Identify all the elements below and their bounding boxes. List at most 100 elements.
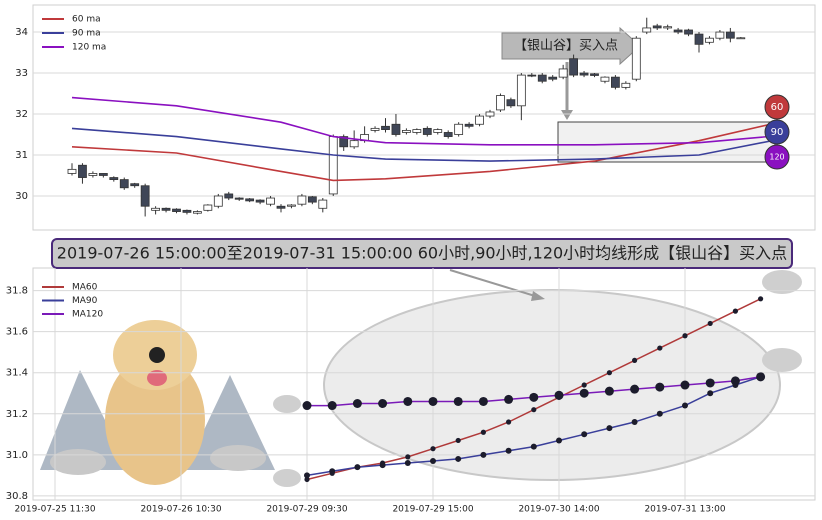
candle-body (130, 183, 140, 187)
ingot (273, 395, 301, 413)
candle-body (151, 207, 161, 211)
series-point (732, 308, 739, 314)
series-point (655, 382, 665, 392)
series-point (682, 333, 688, 339)
series-point (354, 464, 361, 471)
candle-body (736, 37, 746, 40)
series-point (478, 396, 488, 406)
candle-body (182, 209, 192, 213)
badge (764, 144, 790, 170)
series-point (680, 380, 690, 390)
candle-body (234, 197, 244, 200)
candle-body (213, 195, 223, 207)
y-tick-label: 31.4 (6, 368, 28, 379)
candle-body (422, 127, 432, 135)
series-point (404, 460, 411, 467)
x-tick-label: 2019-07-31 13:00 (644, 505, 725, 515)
series-point (630, 384, 640, 394)
series-point (730, 376, 740, 386)
series-point (378, 399, 388, 409)
candle-body (276, 205, 286, 209)
candle-body (663, 26, 673, 29)
series-point (455, 455, 462, 462)
badge (764, 119, 790, 145)
legend-label: 90 ma (72, 29, 101, 39)
candle-body (307, 196, 317, 203)
series-point (606, 425, 613, 432)
series-point (430, 446, 436, 452)
y-tick-label: 30 (15, 191, 28, 202)
series-point (379, 462, 386, 469)
series-point (756, 372, 766, 382)
series-point (504, 394, 514, 404)
ingot (762, 348, 802, 372)
x-tick-label: 2019-07-30 14:00 (518, 505, 599, 515)
series-point (531, 407, 537, 413)
legend-label: MA60 (72, 283, 98, 293)
candle-body (245, 198, 255, 202)
series-point (428, 396, 438, 406)
candle-body (287, 204, 296, 207)
series-point (707, 390, 714, 397)
candle-body (391, 123, 401, 135)
x-tick-label: 2019-07-25 11:30 (14, 505, 95, 515)
candle-body (161, 207, 171, 211)
candle-body (203, 204, 213, 211)
candle-body (516, 74, 526, 107)
banner-arrow (449, 269, 536, 297)
candle-body (433, 129, 443, 133)
candle-body (684, 29, 693, 35)
ingot (50, 449, 106, 475)
candle-body (579, 72, 589, 76)
ingot (210, 445, 266, 471)
series-point (329, 468, 336, 475)
series-point (604, 386, 614, 396)
candle-body (98, 173, 108, 176)
candle-body (631, 37, 641, 80)
candle-body (318, 199, 328, 209)
series-point (631, 418, 638, 425)
series-point (530, 443, 537, 450)
series-point (581, 382, 587, 388)
candle-body (548, 76, 558, 80)
series-point (656, 410, 663, 417)
candle-body (67, 168, 77, 174)
badge-label: 120 (769, 153, 784, 162)
series-point (327, 401, 337, 411)
candle-body (673, 29, 683, 33)
candle-body (600, 76, 610, 82)
dog-body (105, 355, 205, 485)
y-tick-label: 34 (15, 27, 28, 38)
candle-body (192, 211, 202, 214)
ma-line (71, 127, 783, 162)
legend-label: 120 ma (72, 43, 106, 53)
series-point (529, 392, 539, 402)
arrow-head (561, 110, 573, 120)
series-point (405, 454, 411, 460)
ingot (273, 469, 301, 487)
badge-label: 60 (771, 102, 784, 113)
badge (764, 94, 790, 120)
series-point (505, 447, 512, 454)
candle-body (485, 111, 495, 117)
candle-body (642, 27, 652, 33)
candle-body (611, 76, 620, 88)
series-point (403, 396, 413, 406)
mountain (185, 375, 275, 470)
candle-body (370, 127, 380, 131)
y-tick-label: 31.8 (6, 286, 28, 297)
candle-body (88, 173, 98, 176)
candle-body (381, 125, 390, 130)
series-point (453, 396, 463, 406)
y-tick-label: 31.6 (6, 327, 28, 338)
series-point (480, 451, 487, 458)
y-tick-label: 32 (15, 109, 28, 120)
series-point (302, 401, 312, 411)
series-point (579, 388, 589, 398)
candle-body (454, 123, 464, 135)
highlight-ellipse (323, 289, 781, 481)
series-point (556, 437, 562, 444)
series-point (632, 357, 638, 363)
candle-body (109, 177, 119, 180)
decoration: 【银山谷】买入点 2019-07-26 15:00:00至2019-07-31 … (33, 26, 815, 500)
